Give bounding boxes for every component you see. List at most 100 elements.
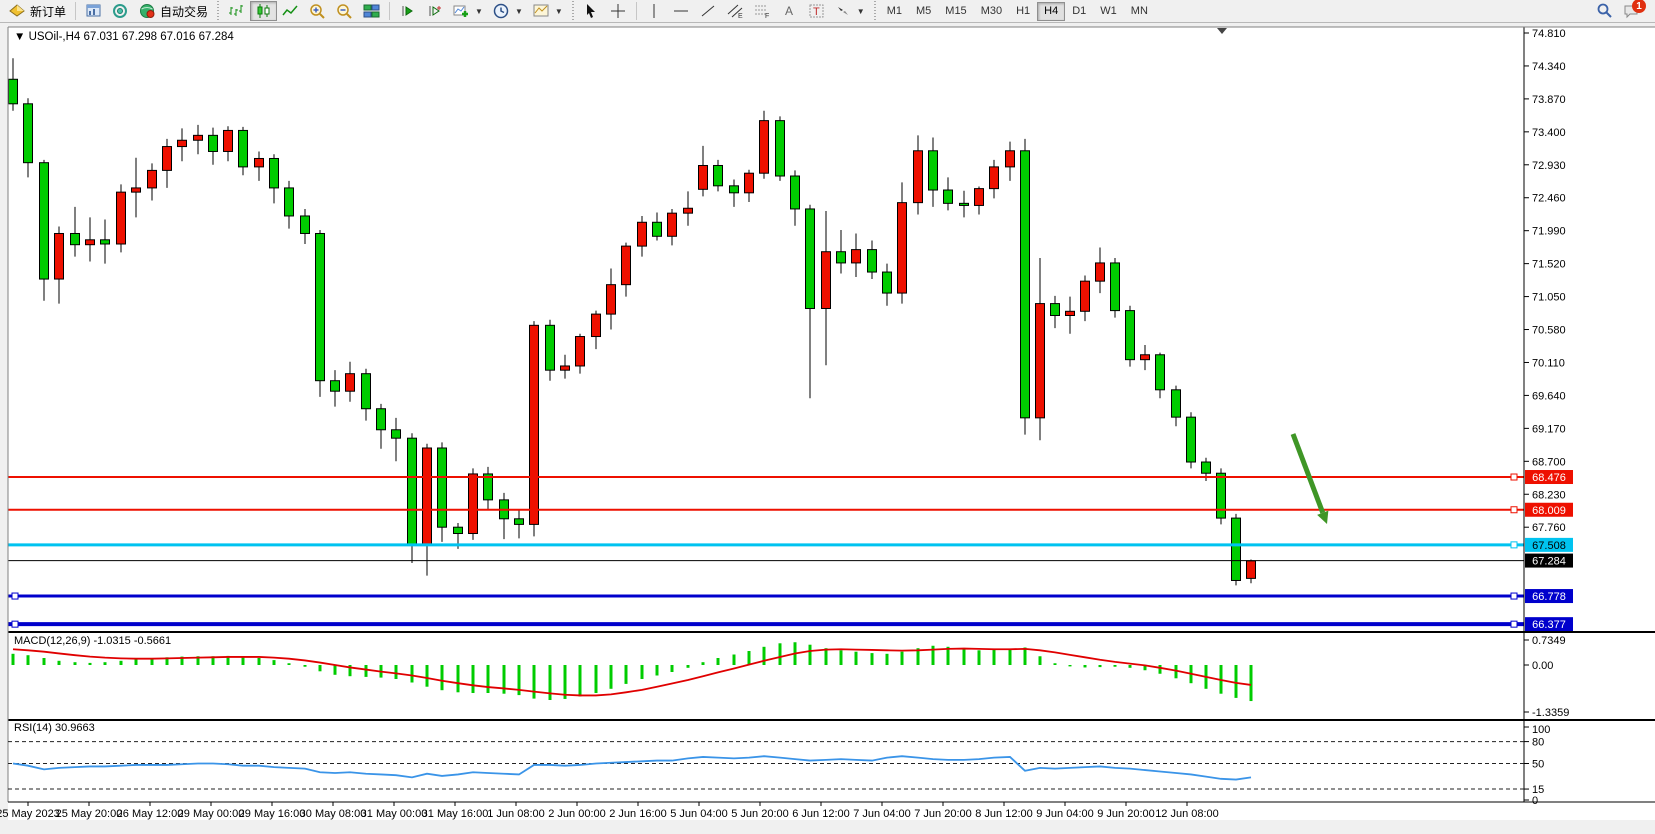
line-handle[interactable]	[1510, 541, 1518, 549]
main-toolbar: 新订单 自动交易	[0, 0, 1655, 23]
timeframe-H1[interactable]: H1	[1016, 5, 1031, 17]
timeframe-M5[interactable]: M5	[916, 5, 932, 17]
candlestick-chart-button[interactable]	[250, 1, 278, 21]
time-tick-label: 2 Jun 16:00	[609, 808, 667, 820]
autotrading-label: 自动交易	[160, 4, 209, 19]
timeframe-W1[interactable]: W1	[1100, 5, 1117, 17]
line-handle[interactable]	[11, 620, 19, 628]
time-tick-label: 2 Jun 00:00	[548, 808, 606, 820]
candle-body	[223, 129, 233, 152]
trend-arrow-shaft[interactable]	[1290, 433, 1326, 514]
notification-badge: 1	[1632, 0, 1646, 13]
candle-body	[8, 78, 18, 105]
fibonacci-button[interactable]: F	[749, 1, 776, 21]
price-badge-label: 67.508	[1532, 540, 1566, 552]
tile-windows-button[interactable]	[358, 1, 385, 21]
price-line-68.476[interactable]	[8, 473, 1524, 481]
candle-body	[407, 437, 417, 546]
timeframe-D1[interactable]: D1	[1072, 5, 1087, 17]
autotrading-button[interactable]: 自动交易	[134, 1, 213, 21]
new-order-icon	[9, 3, 26, 19]
timeframe-M1[interactable]: M1	[886, 5, 902, 17]
line-handle[interactable]	[1510, 473, 1518, 481]
trend-arrow-head[interactable]	[1317, 510, 1329, 524]
chat-bubble-icon: 1	[1623, 0, 1646, 19]
timeframe-M15[interactable]: M15	[945, 5, 967, 17]
timeframe-H4[interactable]: H4	[1037, 1, 1066, 21]
trend-arrow[interactable]	[1290, 433, 1329, 524]
symbol-info: ▼ USOil-,H4 67.031 67.298 67.016 67.284	[14, 31, 234, 43]
candle-body	[238, 129, 248, 168]
line-handle[interactable]	[1510, 506, 1518, 514]
timeframe-MN[interactable]: MN	[1130, 5, 1148, 17]
channel-button[interactable]: E	[722, 1, 749, 21]
cursor-button[interactable]	[578, 1, 605, 21]
crosshair-button[interactable]	[605, 1, 632, 21]
notifications-button[interactable]: 1	[1618, 0, 1646, 21]
indicators-button[interactable]: ▼	[448, 1, 488, 21]
trendline-button[interactable]	[695, 1, 722, 21]
vertical-line-button[interactable]	[641, 1, 668, 21]
price-line-66.377[interactable]	[8, 620, 1524, 628]
candle-body	[1110, 262, 1120, 312]
arrows-button[interactable]: ▼	[830, 1, 870, 21]
chart-shift-button[interactable]	[421, 1, 448, 21]
text-label-button[interactable]: T	[803, 1, 830, 21]
periods-button[interactable]: ▼	[488, 1, 528, 21]
timeframe-M30[interactable]: M30	[980, 5, 1003, 17]
candle-body	[897, 202, 907, 294]
line-chart-button[interactable]	[277, 1, 304, 21]
text-button[interactable]: A	[776, 1, 803, 21]
price-axis[interactable]: 74.810 74.340 73.870 73.400 72.930 72.460 71.9…	[1523, 27, 1573, 802]
chevron-down-icon: ▼	[856, 6, 865, 16]
auto-scroll-button[interactable]	[394, 1, 421, 21]
time-tick-label: 25 May 20:00	[56, 808, 123, 820]
price-line-66.778[interactable]	[8, 592, 1524, 600]
line-handle[interactable]	[1510, 620, 1518, 628]
new-order-button[interactable]: 新订单	[4, 1, 71, 21]
price-tick-label: 72.930	[1532, 160, 1566, 172]
horizontal-line-button[interactable]	[668, 1, 695, 21]
line-handle[interactable]	[11, 592, 19, 600]
templates-button[interactable]: ▼	[528, 1, 568, 21]
panel-separator[interactable]	[8, 719, 1655, 721]
data-window-button[interactable]	[107, 1, 134, 21]
data-window-icon	[112, 3, 129, 19]
price-tick-label: 72.460	[1532, 193, 1566, 205]
time-tick-label: 25 May 2023	[0, 808, 60, 820]
candle-body	[300, 215, 310, 234]
new-order-label: 新订单	[30, 4, 67, 19]
candle-body	[989, 166, 999, 190]
candle-body	[1095, 262, 1105, 282]
chart-window-button[interactable]	[80, 1, 107, 21]
line-handle[interactable]	[1510, 592, 1518, 600]
candle-body	[1020, 150, 1030, 419]
macd-panel: MACD(12,26,9) -1.0315 -0.5661 0.7349 0.00 -…	[11, 635, 1569, 719]
candle-body	[683, 207, 693, 214]
price-badge-box	[1525, 470, 1573, 485]
zoom-out-button[interactable]	[331, 1, 358, 21]
price-line-67.508[interactable]	[8, 541, 1524, 549]
price-line-68.009[interactable]	[8, 506, 1524, 514]
macd-signal-line	[12, 647, 1252, 697]
zoom-in-button[interactable]	[304, 1, 331, 21]
chevron-down-icon: ▼	[554, 6, 563, 16]
bar-chart-button[interactable]	[223, 1, 250, 21]
chart-shift-marker[interactable]	[1217, 28, 1227, 34]
svg-text:F: F	[765, 13, 769, 19]
bar-chart-icon	[228, 3, 245, 19]
panel-separator[interactable]	[8, 631, 1655, 633]
toolbar-separator	[75, 2, 77, 20]
time-tick-label: 9 Jun 20:00	[1097, 808, 1155, 820]
search-button[interactable]	[1591, 1, 1618, 21]
candle-body	[208, 134, 218, 152]
candle-body	[775, 120, 785, 177]
candle-body	[790, 175, 800, 210]
price-tick-label: 69.170	[1532, 423, 1566, 435]
candle-body	[361, 373, 371, 410]
time-tick-label: 8 Jun 12:00	[975, 808, 1033, 820]
price-badge-label: 68.009	[1532, 505, 1566, 517]
price-tick-label: 74.340	[1532, 61, 1566, 73]
candle-body	[637, 221, 647, 247]
